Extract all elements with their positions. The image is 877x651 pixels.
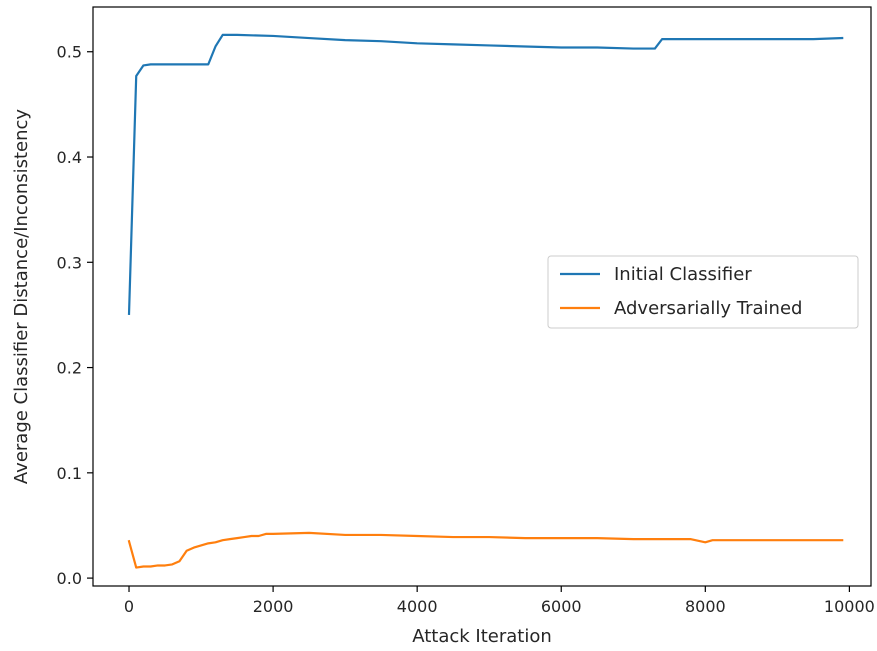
plot-area [92,6,872,587]
legend-label-0: Initial Classifier [614,264,752,285]
y-tick-label: 0.0 [57,569,82,588]
series-line-1 [127,531,844,569]
series-line-0 [127,33,844,316]
x-axis: 0 2000 4000 6000 8000 10000 [124,586,875,616]
series-layer [127,33,844,569]
legend-box [547,255,859,329]
x-tick-label: 8000 [685,597,726,616]
legend-label-1: Adversarially Trained [614,298,802,319]
x-tick-label: 6000 [541,597,582,616]
y-axis-label: Average Classifier Distance/Inconsistenc… [11,109,32,485]
y-axis: 0.0 0.1 0.2 0.3 0.4 0.5 [57,43,93,588]
plot-frame [92,6,872,587]
legend: Initial Classifier Adversarially Trained [547,255,859,329]
y-tick-label: 0.1 [57,464,82,483]
x-tick-label: 2000 [253,597,294,616]
x-tick-label: 10000 [824,597,875,616]
x-tick-label: 4000 [397,597,438,616]
x-axis-label: Attack Iteration [412,626,552,647]
y-tick-label: 0.4 [57,148,82,167]
x-tick-label: 0 [124,597,134,616]
y-tick-label: 0.3 [57,253,82,272]
y-tick-label: 0.5 [57,43,82,62]
y-tick-label: 0.2 [57,359,82,378]
